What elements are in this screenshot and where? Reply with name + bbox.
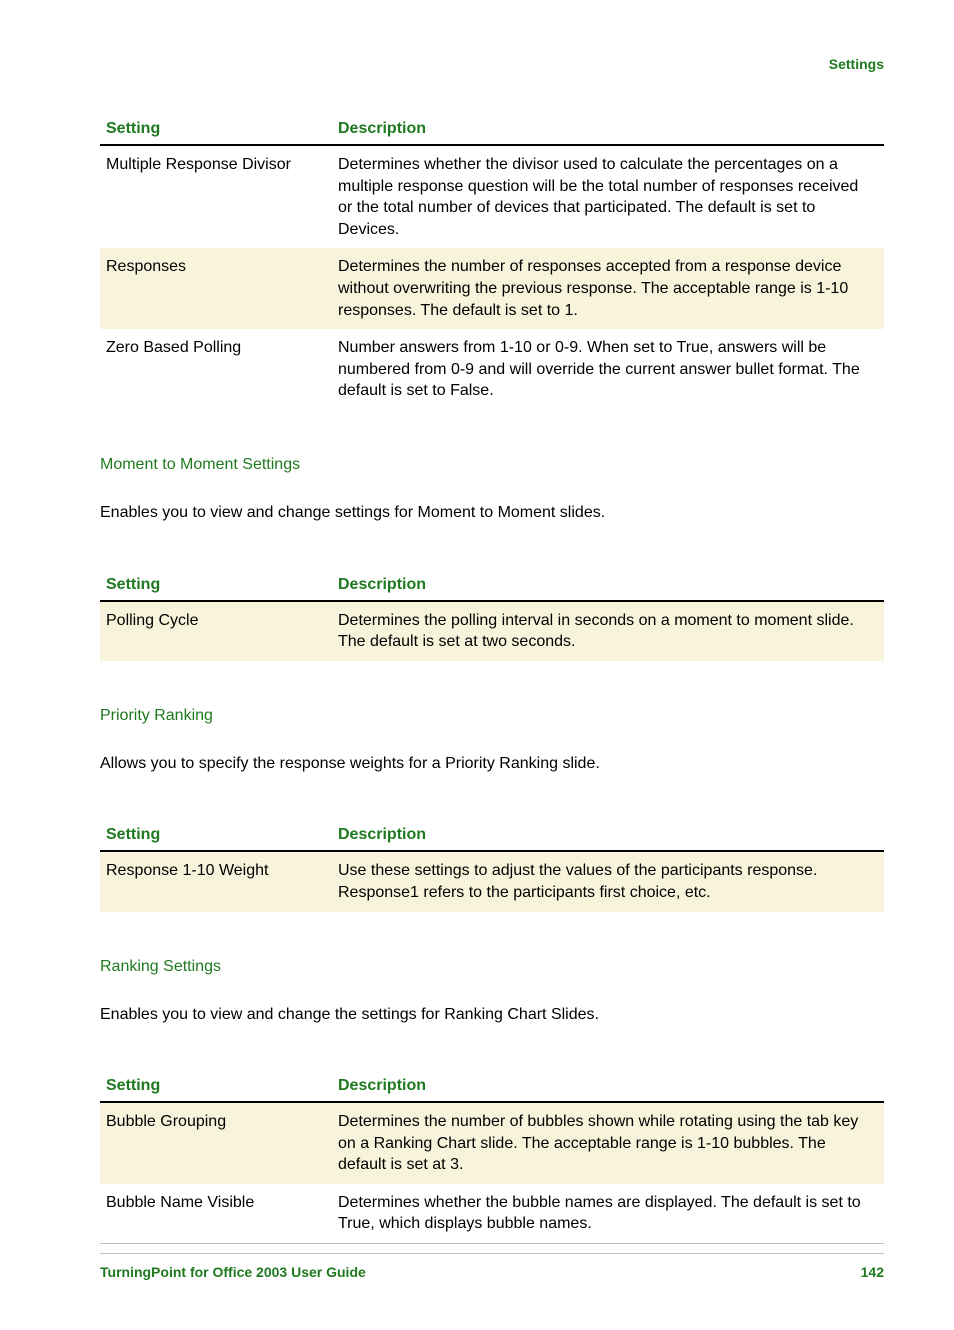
section-title-ranking: Ranking Settings [100,958,884,976]
settings-table-1: Setting Description Multiple Response Di… [100,114,884,410]
table-row: Zero Based Polling Number answers from 1… [100,329,884,410]
table-header-row: Setting Description [100,114,884,145]
section-title-moment: Moment to Moment Settings [100,456,884,474]
page-footer: TurningPoint for Office 2003 User Guide … [100,1253,884,1280]
cell-description: Determines the number of bubbles shown w… [332,1102,884,1184]
table-row: Polling Cycle Determines the polling int… [100,601,884,661]
cell-setting: Bubble Grouping [100,1102,332,1184]
page: Settings Setting Description Multiple Re… [0,0,954,1330]
table-row: Multiple Response Divisor Determines whe… [100,145,884,248]
settings-table-priority: Setting Description Response 1-10 Weight… [100,820,884,911]
table-header-row: Setting Description [100,1071,884,1102]
col-header-description: Description [332,1071,884,1102]
section-title-priority: Priority Ranking [100,707,884,725]
col-header-description: Description [332,570,884,601]
cell-description: Determines the polling interval in secon… [332,601,884,661]
cell-setting: Polling Cycle [100,601,332,661]
col-header-setting: Setting [100,820,332,851]
cell-setting: Responses [100,248,332,329]
col-header-setting: Setting [100,570,332,601]
table-header-row: Setting Description [100,570,884,601]
table-header-row: Setting Description [100,820,884,851]
footer-page-number: 142 [861,1264,884,1280]
cell-description: Number answers from 1-10 or 0-9. When se… [332,329,884,410]
section-intro-priority: Allows you to specify the response weigh… [100,753,884,775]
section-intro-ranking: Enables you to view and change the setti… [100,1004,884,1026]
section-intro-moment: Enables you to view and change settings … [100,502,884,524]
cell-setting: Response 1-10 Weight [100,851,332,911]
settings-table-moment: Setting Description Polling Cycle Determ… [100,570,884,661]
footer-left: TurningPoint for Office 2003 User Guide [100,1264,366,1280]
col-header-description: Description [332,114,884,145]
cell-description: Use these settings to adjust the values … [332,851,884,911]
col-header-setting: Setting [100,1071,332,1102]
settings-table-ranking: Setting Description Bubble Grouping Dete… [100,1071,884,1244]
col-header-description: Description [332,820,884,851]
table-row: Responses Determines the number of respo… [100,248,884,329]
cell-description: Determines whether the divisor used to c… [332,145,884,248]
page-header-right: Settings [100,56,884,72]
cell-setting: Multiple Response Divisor [100,145,332,248]
col-header-setting: Setting [100,114,332,145]
table-row: Bubble Grouping Determines the number of… [100,1102,884,1184]
cell-description: Determines the number of responses accep… [332,248,884,329]
table-row: Response 1-10 Weight Use these settings … [100,851,884,911]
cell-setting: Zero Based Polling [100,329,332,410]
